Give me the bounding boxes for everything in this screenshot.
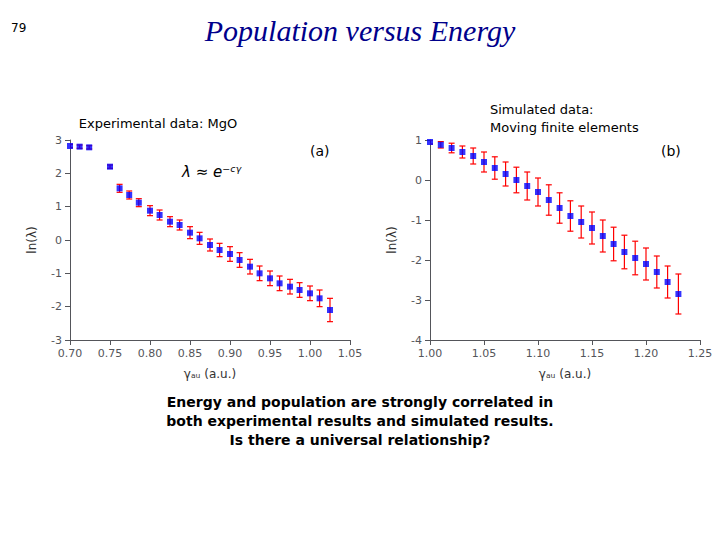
svg-text:-4: -4 bbox=[411, 334, 422, 347]
svg-text:-2: -2 bbox=[411, 254, 422, 267]
svg-text:Is there a universal relations: Is there a universal relationship? bbox=[230, 432, 491, 448]
svg-text:0: 0 bbox=[55, 234, 62, 247]
svg-text:0.95: 0.95 bbox=[258, 347, 283, 360]
svg-text:γₐᵤ (a.u.): γₐᵤ (a.u.) bbox=[184, 367, 236, 381]
svg-text:-1: -1 bbox=[411, 214, 422, 227]
svg-text:γₐᵤ (a.u.): γₐᵤ (a.u.) bbox=[539, 367, 591, 381]
svg-text:0.85: 0.85 bbox=[178, 347, 203, 360]
svg-text:Experimental data: MgO: Experimental data: MgO bbox=[79, 116, 237, 131]
svg-text:1.20: 1.20 bbox=[634, 347, 659, 360]
svg-text:Energy and population are stro: Energy and population are strongly corre… bbox=[167, 394, 553, 410]
svg-text:0.75: 0.75 bbox=[98, 347, 123, 360]
svg-text:Population versus Energy: Population versus Energy bbox=[204, 14, 516, 47]
svg-text:1: 1 bbox=[55, 200, 62, 213]
svg-text:2: 2 bbox=[55, 167, 62, 180]
svg-text:0: 0 bbox=[415, 174, 422, 187]
svg-text:0.70: 0.70 bbox=[58, 347, 83, 360]
svg-text:ln(λ): ln(λ) bbox=[385, 226, 399, 253]
svg-text:-3: -3 bbox=[411, 294, 422, 307]
svg-text:1.00: 1.00 bbox=[298, 347, 323, 360]
svg-text:1.15: 1.15 bbox=[580, 347, 605, 360]
svg-text:ln(λ): ln(λ) bbox=[25, 226, 39, 253]
svg-text:-2: -2 bbox=[51, 300, 62, 313]
svg-text:1.00: 1.00 bbox=[418, 347, 443, 360]
svg-text:1.05: 1.05 bbox=[338, 347, 363, 360]
svg-text:1.25: 1.25 bbox=[688, 347, 713, 360]
svg-text:-3: -3 bbox=[51, 334, 62, 347]
svg-text:1.10: 1.10 bbox=[526, 347, 551, 360]
svg-text:Simulated data:: Simulated data: bbox=[490, 102, 594, 117]
svg-text:(b): (b) bbox=[661, 143, 681, 159]
svg-text:λ ≈ e⁻ᶜᵞ: λ ≈ e⁻ᶜᵞ bbox=[181, 163, 242, 181]
svg-text:Moving finite elements: Moving finite elements bbox=[490, 120, 639, 135]
svg-text:0.80: 0.80 bbox=[138, 347, 163, 360]
svg-text:both experimental results and: both experimental results and simulated … bbox=[166, 413, 553, 429]
svg-text:0.90: 0.90 bbox=[218, 347, 243, 360]
svg-text:-1: -1 bbox=[51, 267, 62, 280]
svg-text:1: 1 bbox=[415, 134, 422, 147]
svg-text:3: 3 bbox=[55, 134, 62, 147]
svg-text:1.05: 1.05 bbox=[472, 347, 497, 360]
svg-text:(a): (a) bbox=[310, 143, 330, 159]
svg-text:79: 79 bbox=[11, 21, 26, 35]
